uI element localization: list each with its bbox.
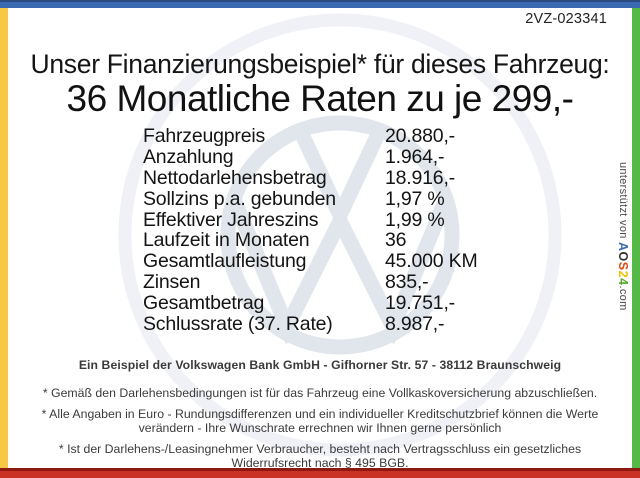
table-row: Sollzins p.a. gebunden 1,97 % bbox=[143, 187, 603, 210]
brand-letter: 4 bbox=[616, 278, 630, 286]
table-row: Schlussrate (37. Rate) 8.987,- bbox=[143, 314, 603, 335]
table-row: Effektiver Jahreszins 1,99 % bbox=[143, 208, 603, 231]
footnote-line: verändern - Ihre Wunschrate errechnen wi… bbox=[138, 421, 502, 435]
row-label: Laufzeit in Monaten bbox=[143, 229, 310, 252]
brand-letter: A bbox=[616, 242, 630, 252]
brand-suffix: .com bbox=[617, 285, 629, 311]
table-row: Anzahlung 1.964,- bbox=[143, 145, 603, 168]
frame-left-border bbox=[0, 8, 8, 468]
footnote-line: * Gemäß den Darlehensbedingungen ist für… bbox=[42, 386, 598, 400]
bank-address-line: Ein Beispiel der Volkswagen Bank GmbH - … bbox=[78, 358, 562, 372]
row-value: 19.751,- bbox=[385, 292, 455, 315]
row-label: Gesamtbetrag bbox=[143, 292, 265, 315]
frame-bottom-edge bbox=[0, 468, 640, 471]
row-label: Zinsen bbox=[143, 271, 201, 294]
row-value: 45.000 KM bbox=[385, 250, 478, 273]
row-label: Nettodarlehensbetrag bbox=[143, 166, 327, 189]
row-label: Anzahlung bbox=[143, 145, 234, 168]
table-row: Nettodarlehensbetrag 18.916,- bbox=[143, 166, 603, 189]
footnote-line: Widerrufsrecht nach § 495 BGB. bbox=[231, 456, 409, 470]
row-value: 18.916,- bbox=[385, 166, 455, 189]
frame-top-edge bbox=[0, 0, 640, 2]
aos24-logo: AOS24 bbox=[616, 242, 630, 286]
vehicle-ref-code: 2VZ-023341 bbox=[525, 11, 607, 27]
frame-bottom-border bbox=[0, 471, 640, 478]
finance-table: Fahrzeugpreis 20.880,- Anzahlung 1.964,-… bbox=[143, 126, 603, 335]
table-row: Laufzeit in Monaten 36 bbox=[143, 230, 603, 251]
brand-letter: S bbox=[616, 261, 630, 271]
vw-logo-watermark bbox=[118, 13, 562, 457]
footnote-euro-rounding: * Alle Angaben in Euro - Rundungsdiffere… bbox=[20, 407, 620, 436]
footnote-insurance: * Gemäß den Darlehensbedingungen ist für… bbox=[20, 386, 620, 401]
table-row: Gesamtbetrag 19.751,- bbox=[143, 293, 603, 314]
row-label: Effektiver Jahreszins bbox=[143, 208, 319, 231]
row-value: 1,99 % bbox=[385, 208, 445, 231]
brand-letter: O bbox=[616, 251, 630, 262]
footnote-line: * Ist der Darlehens-/Leasingnehmer Verbr… bbox=[58, 441, 582, 456]
table-row: Zinsen 835,- bbox=[143, 272, 603, 293]
frame-right-border bbox=[632, 8, 640, 468]
row-label: Gesamtlaufleistung bbox=[143, 250, 307, 273]
table-row: Fahrzeugpreis 20.880,- bbox=[143, 126, 603, 147]
row-value: 1.964,- bbox=[385, 145, 445, 168]
row-label: Schlussrate (37. Rate) bbox=[143, 313, 333, 336]
row-value: 36 bbox=[385, 229, 407, 252]
supported-by-text: unterstützt von bbox=[617, 162, 629, 243]
supported-by-label: unterstützt von AOS24.com bbox=[616, 162, 630, 362]
footnotes: * Gemäß den Darlehensbedingungen ist für… bbox=[20, 386, 620, 471]
row-value: 8.987,- bbox=[385, 313, 445, 336]
offer-title: Unser Finanzierungsbeispiel* für dieses … bbox=[30, 49, 610, 79]
row-value: 20.880,- bbox=[385, 125, 455, 147]
row-value: 1,97 % bbox=[385, 187, 445, 210]
row-label: Sollzins p.a. gebunden bbox=[143, 187, 336, 210]
row-label: Fahrzeugpreis bbox=[143, 125, 266, 147]
row-value: 835,- bbox=[385, 271, 429, 294]
footnote-withdrawal-right: * Ist der Darlehens-/Leasingnehmer Verbr… bbox=[20, 442, 620, 471]
table-row: Gesamtlaufleistung 45.000 KM bbox=[143, 251, 603, 272]
footnote-line: * Alle Angaben in Euro - Rundungsdiffere… bbox=[41, 406, 599, 421]
rate-headline: 36 Monatliche Raten zu je 299,- bbox=[66, 78, 574, 119]
frame-top-border bbox=[0, 2, 640, 8]
brand-letter: 2 bbox=[616, 270, 630, 279]
